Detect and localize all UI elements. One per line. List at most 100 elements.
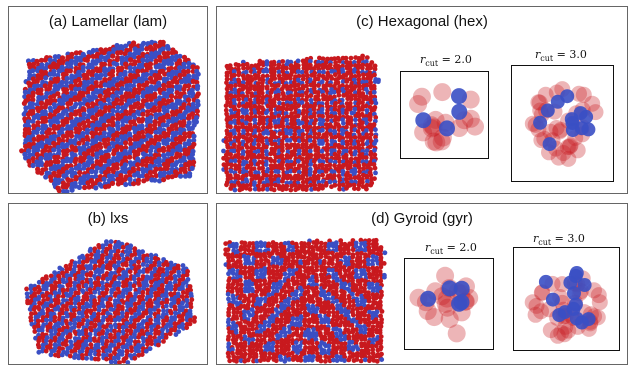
bead [173,332,179,337]
bead [84,343,89,348]
bead [244,104,249,110]
bead [194,65,200,71]
bead [177,65,183,71]
bead [136,348,141,354]
bead [339,281,344,287]
bead [370,258,376,264]
bead [335,306,340,312]
bead [96,327,101,333]
bead [289,176,295,181]
panel-d-title: (d) Gyroid (gyr) [371,210,473,227]
bead [36,338,42,344]
bead [63,338,69,344]
bead [139,46,145,52]
bead [247,260,252,266]
bead [114,133,121,139]
bead [152,152,158,158]
bead [72,140,78,146]
bead [382,274,387,280]
bead [174,90,180,96]
bead [144,71,150,78]
bead [153,101,159,107]
bead [329,100,335,105]
bead [335,80,341,85]
bead [105,276,110,282]
bead [276,69,282,75]
bead [336,75,342,81]
bead [65,325,70,330]
bead [55,125,61,131]
bead [548,120,565,136]
bead [132,172,138,178]
bead [305,66,310,71]
bead [73,61,79,67]
bead [306,285,311,290]
bead [280,166,285,171]
bead [65,287,70,293]
bead [282,241,288,246]
bead [249,93,255,99]
bead [240,86,245,92]
bead [312,139,317,145]
bead [55,154,61,160]
bead [324,97,330,103]
bead [295,254,301,260]
bead [132,78,138,84]
bead [127,246,133,252]
bead [30,162,36,169]
bead [253,302,259,307]
bead [56,97,63,103]
bead [131,259,137,265]
bead [97,75,103,81]
bead [104,259,110,265]
bead [81,165,87,171]
bead [368,182,374,188]
bead [116,303,122,309]
bead [98,83,104,89]
bead [571,85,587,102]
bead [184,294,190,300]
bead [378,295,383,300]
bead [43,94,49,100]
bead [282,306,288,311]
bead [221,148,226,154]
bead [93,83,99,89]
bead [98,162,104,168]
bead [164,279,169,285]
bead [364,186,369,192]
bead [132,334,138,340]
bead [352,145,358,151]
bead [164,303,169,309]
bead [77,255,82,261]
bead [164,300,170,305]
bead [258,254,263,259]
bead [256,142,261,148]
bead [265,183,270,188]
bead [34,78,40,84]
bead [43,348,49,354]
bead [19,148,25,154]
bead [120,122,126,128]
bead [297,264,303,270]
bead [277,292,283,297]
bead [143,98,149,104]
bead [174,126,180,132]
bead [356,182,362,188]
bead [324,122,329,127]
bead [341,247,347,252]
bead [260,186,266,192]
bead [260,155,266,161]
bead [153,327,159,333]
bead [248,182,254,188]
bead [156,147,162,153]
bead [114,172,120,179]
bead [348,63,354,68]
bead [135,272,141,278]
bead [168,321,174,327]
bead [55,300,61,306]
bead [253,110,258,116]
bead [356,73,362,78]
bead [35,83,41,89]
lxs-beads [24,239,198,364]
bead [307,138,313,143]
